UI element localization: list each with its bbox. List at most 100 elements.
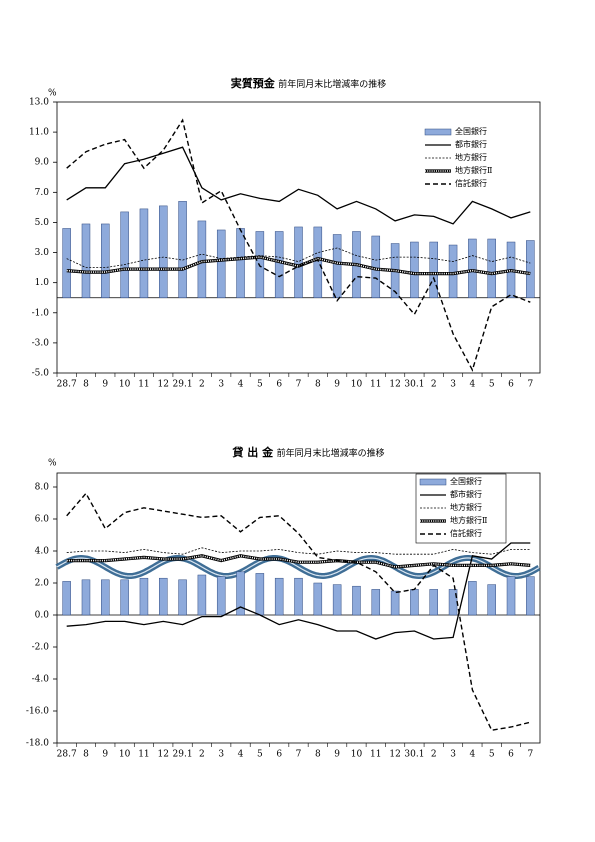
- bar: [81, 223, 91, 298]
- x-tick-label: 9: [334, 380, 340, 390]
- legend-label: 地方銀行Ⅱ: [450, 515, 487, 525]
- bar: [448, 244, 458, 298]
- y-tick-label: 1.0: [35, 278, 50, 288]
- chart: 実質預金 前年同月末比増減率の推移% -5.0 -3.0 -1.0 1.0 3.0 5.0 7…: [29, 76, 541, 390]
- y-tick-label: 0.0: [35, 611, 50, 621]
- legend-label: 地方銀行: [450, 502, 482, 512]
- bar: [139, 208, 149, 298]
- x-tick-label: 6: [508, 750, 514, 760]
- x-tick-label: 4: [238, 750, 244, 760]
- bar: [313, 226, 323, 298]
- x-tick-label: 8: [83, 380, 89, 390]
- x-tick-label: 9: [102, 750, 108, 760]
- axis-break-inner: [56, 557, 540, 577]
- bar: [62, 228, 71, 298]
- bar: [101, 579, 110, 616]
- line-series: [66, 118, 531, 372]
- bar: [294, 226, 303, 298]
- bar: [216, 229, 226, 298]
- x-tick-label: 4: [470, 380, 476, 390]
- line-series: [66, 492, 531, 731]
- x-tick-label: 2: [199, 750, 205, 760]
- bar: [294, 577, 303, 616]
- x-tick-label: 8: [83, 750, 89, 760]
- bar: [62, 581, 71, 616]
- bar: [487, 584, 496, 616]
- x-tick-label: 5: [489, 750, 495, 760]
- x-tick-label: 4: [470, 750, 476, 760]
- x-tick-label: 11: [370, 750, 381, 760]
- bar: [159, 205, 168, 298]
- x-tick-label: 10: [351, 380, 363, 390]
- legend-swatch: [419, 478, 447, 486]
- bar: [429, 241, 438, 298]
- x-tick-label: 6: [276, 750, 282, 760]
- legend-swatch: [424, 128, 452, 136]
- x-tick-label: 12: [158, 380, 169, 390]
- x-tick-label: 11: [138, 380, 149, 390]
- title-main: 実質預金: [231, 76, 276, 90]
- y-tick-label: -1.0: [32, 308, 50, 318]
- y-tick-label: 6.0: [35, 515, 50, 525]
- bar: [101, 223, 110, 298]
- x-tick-label: 12: [158, 750, 169, 760]
- bar: [178, 579, 187, 616]
- bar: [371, 589, 381, 616]
- x-tick-label: 7: [296, 380, 302, 390]
- bar: [487, 238, 496, 298]
- legend-box: [421, 124, 511, 193]
- chart-title: 実質預金 前年同月末比増減率の推移: [231, 76, 387, 90]
- bar: [352, 585, 361, 616]
- legend-label: 信託銀行: [450, 528, 482, 538]
- line-series: [66, 547, 531, 555]
- title-sub: 前年同月末比増減率の推移: [278, 78, 386, 90]
- x-tick-label: 5: [489, 380, 495, 390]
- y-unit: %: [48, 459, 57, 469]
- title-main: 貸 出 金: [231, 445, 274, 459]
- bar: [178, 201, 187, 298]
- y-tick-label: -2.0: [32, 643, 50, 653]
- line-hatch: [66, 256, 531, 275]
- x-tick-label: 30.1: [404, 380, 424, 390]
- legend-label: 都市銀行: [450, 489, 482, 499]
- y-tick-label: -18.0: [26, 739, 49, 749]
- x-tick-label: 7: [296, 750, 302, 760]
- bar: [468, 238, 477, 298]
- legend-label: 信託銀行: [455, 178, 487, 188]
- x-tick-label: 11: [370, 380, 381, 390]
- y-tick-label: 11.0: [29, 128, 49, 138]
- legend-label: 都市銀行: [455, 139, 487, 149]
- x-tick-label: 12: [389, 750, 400, 760]
- x-tick-label: 12: [389, 380, 400, 390]
- x-tick-label: 10: [351, 750, 363, 760]
- x-tick-label: 3: [450, 750, 456, 760]
- bar: [274, 231, 284, 298]
- plot-frame: [56, 101, 541, 374]
- x-tick-label: 10: [119, 380, 131, 390]
- line-hatch: [66, 554, 531, 568]
- bar: [332, 234, 342, 298]
- x-tick-label: 9: [334, 750, 340, 760]
- x-tick-label: 28.7: [57, 750, 77, 760]
- x-tick-label: 2: [431, 380, 437, 390]
- x-tick-label: 6: [508, 380, 514, 390]
- bar: [120, 211, 129, 298]
- y-tick-label: -16.0: [26, 707, 49, 717]
- x-tick-label: 11: [138, 750, 149, 760]
- bar: [410, 241, 419, 298]
- x-tick-label: 2: [431, 750, 437, 760]
- x-tick-label: 29.1: [173, 750, 193, 760]
- chart: 貸 出 金 前年同月末比増減率の推移% -18.0 -16.0 -4.0 -2.0 0.0…: [26, 445, 541, 760]
- line-series: [66, 146, 531, 225]
- bar: [216, 576, 226, 616]
- bar: [159, 577, 168, 616]
- x-tick-label: 7: [527, 750, 533, 760]
- y-tick-label: -4.0: [32, 675, 50, 685]
- chart-title: 貸 出 金 前年同月末比増減率の推移: [231, 445, 384, 459]
- bar: [506, 576, 516, 616]
- y-tick-label: 9.0: [35, 158, 50, 168]
- legend-label: 地方銀行Ⅱ: [455, 165, 492, 175]
- bar: [313, 582, 323, 616]
